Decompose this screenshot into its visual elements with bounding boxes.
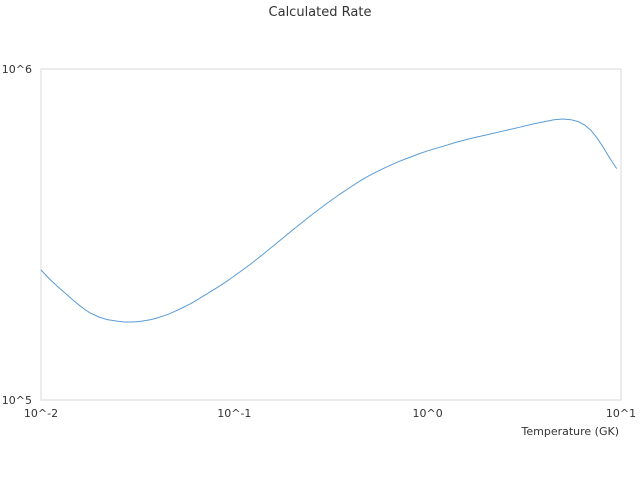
series-line xyxy=(40,118,618,323)
x-tick-label: 10^-2 xyxy=(24,407,58,420)
plot-area xyxy=(40,68,622,401)
series-group xyxy=(40,118,618,323)
y-tick-label: 10^5 xyxy=(2,394,32,407)
x-tick-labels: 10^-2 10^-1 10^0 10^1 xyxy=(24,407,636,420)
y-tick-labels: 10^5 10^6 xyxy=(2,63,32,407)
x-tick-label: 10^1 xyxy=(606,407,636,420)
x-axis-label: Temperature (GK) xyxy=(521,425,620,438)
chart-title: Calculated Rate xyxy=(269,5,372,20)
y-tick-label: 10^6 xyxy=(2,63,32,76)
x-tick-label: 10^0 xyxy=(413,407,443,420)
x-tick-label: 10^-1 xyxy=(217,407,251,420)
